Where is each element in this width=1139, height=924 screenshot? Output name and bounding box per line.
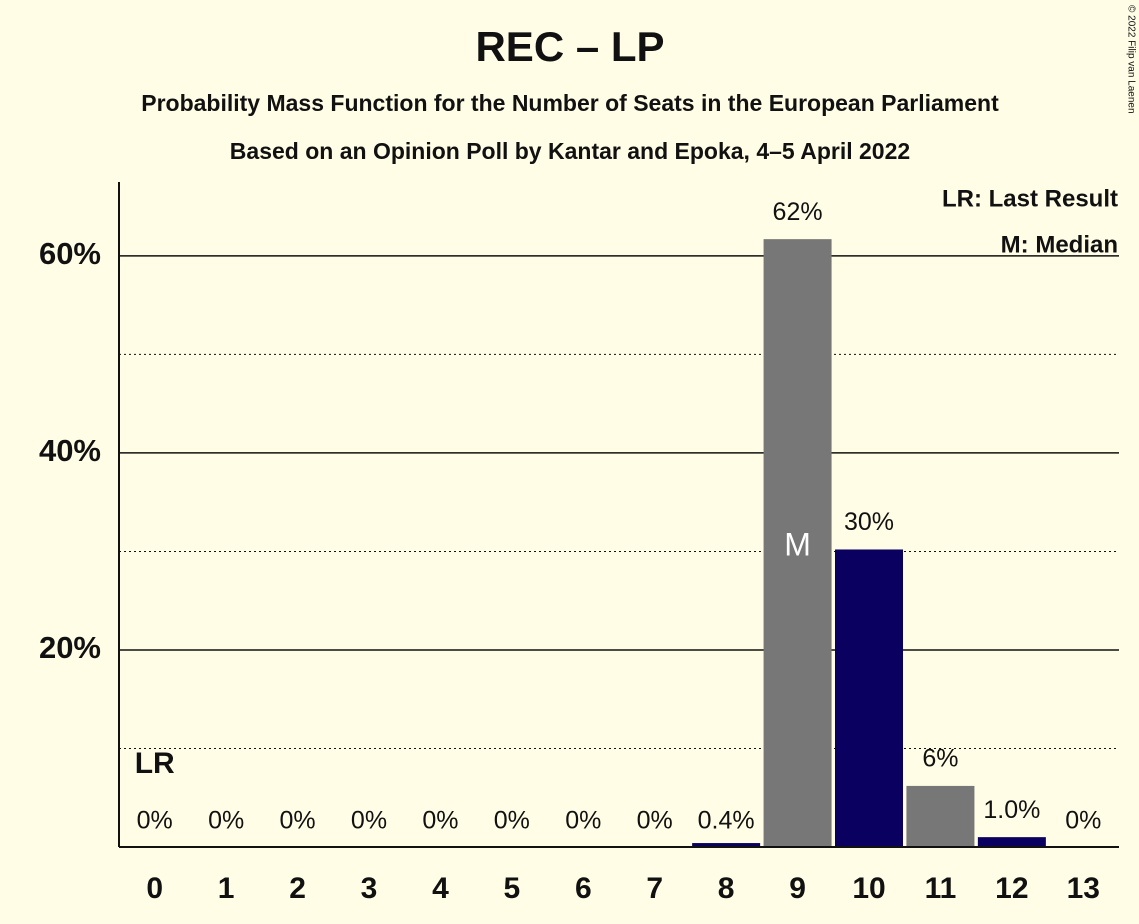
value-label: 6% [922, 745, 958, 773]
last-result-label: LR [135, 747, 175, 780]
y-tick-label: 40% [39, 433, 101, 468]
x-tick-label: 4 [432, 872, 449, 905]
y-tick-label: 60% [39, 236, 101, 271]
x-tick-label: 5 [504, 872, 521, 905]
value-label: 0% [280, 807, 316, 835]
bar [692, 843, 761, 847]
value-label: 0% [422, 807, 458, 835]
value-label: 0% [137, 807, 173, 835]
chart-title: REC – LP [475, 23, 664, 70]
y-tick-label: 20% [39, 630, 101, 665]
x-tick-label: 8 [718, 872, 735, 905]
chart-subtitle: Based on an Opinion Poll by Kantar and E… [230, 138, 910, 164]
value-label: 62% [773, 198, 823, 226]
value-label: 0% [351, 807, 387, 835]
legend-entry: M: Median [1001, 231, 1118, 258]
copyright: © 2022 Filip van Laenen [1125, 5, 1136, 114]
median-label: M [784, 526, 811, 562]
x-tick-label: 6 [575, 872, 592, 905]
bar [835, 549, 903, 847]
legend-entry: LR: Last Result [942, 185, 1118, 212]
value-label: 0% [565, 807, 601, 835]
x-tick-label: 11 [925, 872, 957, 905]
value-label: 0% [494, 807, 530, 835]
x-tick-label: 12 [995, 872, 1028, 905]
value-label: 0.4% [698, 807, 755, 835]
x-tick-label: 3 [361, 872, 378, 905]
bar [906, 785, 975, 847]
value-label: 30% [844, 508, 894, 536]
x-tick-label: 2 [289, 872, 306, 905]
value-label: 1.0% [983, 796, 1040, 824]
x-tick-label: 7 [646, 872, 663, 905]
chart-subtitle: Probability Mass Function for the Number… [141, 90, 999, 116]
bar [977, 837, 1046, 847]
x-tick-label: 13 [1067, 872, 1100, 905]
bar [763, 239, 832, 847]
x-tick-label: 0 [146, 872, 163, 905]
value-label: 0% [208, 807, 244, 835]
value-label: 0% [637, 807, 673, 835]
x-tick-label: 9 [789, 872, 806, 905]
value-label: 0% [1065, 807, 1101, 835]
x-tick-label: 10 [852, 872, 885, 905]
x-tick-label: 1 [218, 872, 235, 905]
